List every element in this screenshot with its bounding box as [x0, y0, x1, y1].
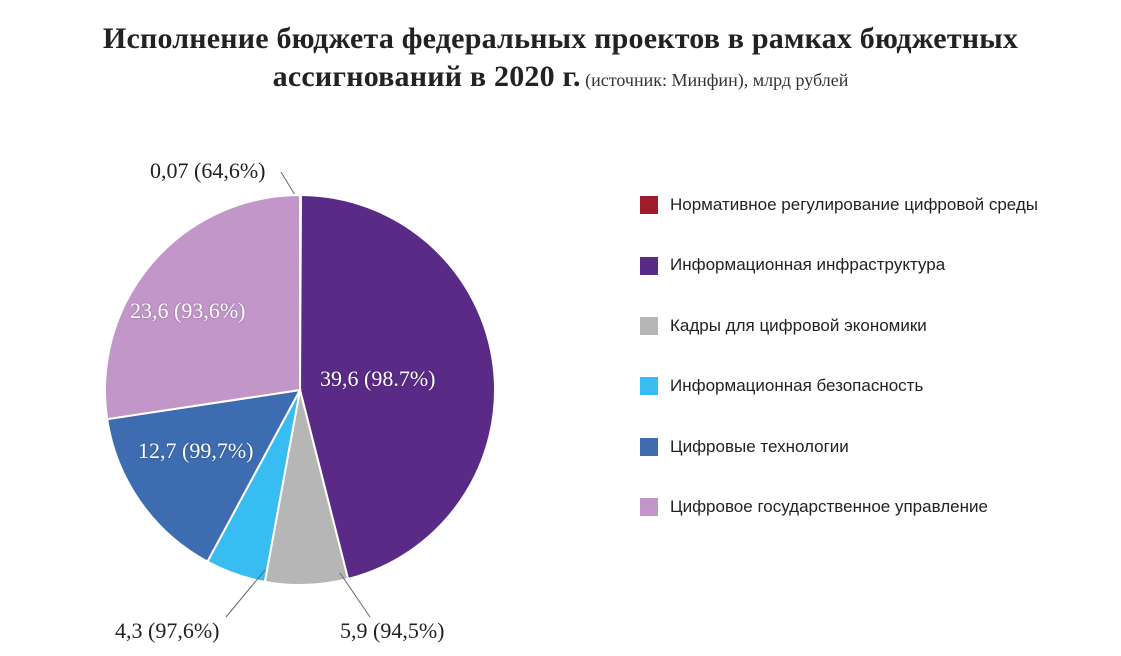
title-line2: ассигнований в 2020 г. (источник: Минфин… [0, 58, 1121, 96]
title-line2-sub: (источник: Минфин), млрд рублей [581, 70, 849, 90]
slice-kadry-callout [340, 573, 370, 617]
legend-swatch [640, 317, 658, 335]
slice-kadry-label: 5,9 (94,5%) [340, 620, 444, 642]
legend-swatch [640, 377, 658, 395]
legend-label: Кадры для цифровой экономики [670, 316, 927, 336]
legend: Нормативное регулирование цифровой среды… [640, 195, 1100, 557]
legend-item: Цифровые технологии [640, 437, 1100, 457]
slice-normative-callout [281, 172, 295, 195]
slice-gov-label: 23,6 (93,6%) [130, 300, 245, 322]
legend-label: Цифровое государственное управление [670, 497, 988, 517]
legend-label: Цифровые технологии [670, 437, 849, 457]
chart-title: Исполнение бюджета федеральных проектов … [0, 20, 1121, 95]
slice-infra-label: 39,6 (98.7%) [320, 368, 435, 390]
legend-item: Нормативное регулирование цифровой среды [640, 195, 1100, 215]
chart-container: Исполнение бюджета федеральных проектов … [0, 0, 1121, 656]
title-line2-main: ассигнований в 2020 г. [273, 60, 581, 93]
legend-swatch [640, 196, 658, 214]
title-line1: Исполнение бюджета федеральных проектов … [0, 20, 1121, 58]
legend-item: Информационная инфраструктура [640, 255, 1100, 275]
legend-item: Кадры для цифровой экономики [640, 316, 1100, 336]
legend-label: Информационная инфраструктура [670, 255, 945, 275]
slice-normative-label: 0,07 (64,6%) [150, 160, 265, 182]
pie-chart-area: 0,07 (64,6%) 39,6 (98.7%) 5,9 (94,5%) 4,3 (… [20, 130, 580, 640]
legend-swatch [640, 438, 658, 456]
legend-item: Цифровое государственное управление [640, 497, 1100, 517]
legend-swatch [640, 257, 658, 275]
legend-item: Информационная безопасность [640, 376, 1100, 396]
legend-swatch [640, 498, 658, 516]
slice-digitech-label: 12,7 (99,7%) [138, 440, 253, 462]
legend-label: Нормативное регулирование цифровой среды [670, 195, 1038, 215]
pie-svg [20, 130, 580, 640]
slice-infosec-label: 4,3 (97,6%) [115, 620, 219, 642]
legend-label: Информационная безопасность [670, 376, 923, 396]
